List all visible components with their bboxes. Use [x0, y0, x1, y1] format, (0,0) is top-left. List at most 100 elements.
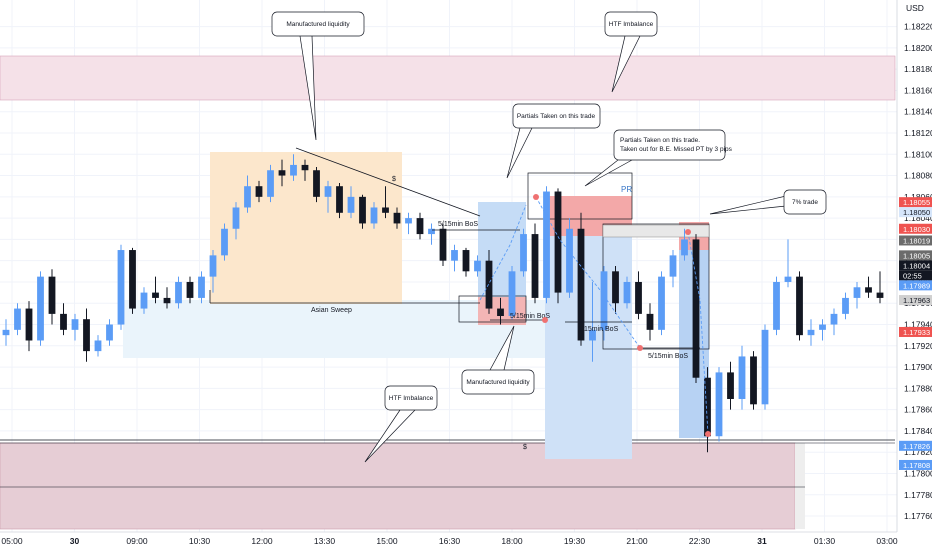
candle-body[interactable] [163, 297, 171, 304]
candle-body[interactable] [669, 255, 677, 277]
candle-body[interactable] [508, 271, 516, 317]
candle-body[interactable] [451, 250, 458, 261]
candle-body[interactable] [462, 250, 470, 272]
htf-imbalance-zone-top[interactable] [0, 55, 896, 101]
candle-body[interactable] [71, 319, 79, 330]
marker-dot-1[interactable] [533, 194, 539, 200]
candle-body[interactable] [244, 186, 251, 208]
candle-body[interactable] [117, 250, 125, 325]
candle-body[interactable] [842, 297, 849, 314]
candle-body[interactable] [313, 170, 320, 197]
candle-body[interactable] [370, 207, 378, 224]
htf-imbalance-zone-bottom[interactable] [0, 442, 796, 530]
candle-body[interactable] [290, 164, 297, 176]
candle-body[interactable] [140, 292, 148, 309]
candle-body[interactable] [278, 170, 286, 176]
candle-body[interactable] [14, 308, 21, 330]
gray-box[interactable] [602, 224, 710, 238]
candle-body[interactable] [796, 276, 803, 336]
box-outline-2[interactable] [527, 172, 633, 220]
candle-body[interactable] [554, 191, 562, 293]
candle-body[interactable] [129, 250, 136, 309]
candle-body[interactable] [681, 239, 688, 256]
candle-body[interactable] [761, 329, 769, 405]
candle-body[interactable] [773, 281, 780, 330]
callout-partials-2[interactable]: Partials Taken on this trade. Taken out … [584, 129, 733, 187]
candle-body[interactable] [612, 271, 619, 304]
candle-body[interactable] [474, 260, 481, 272]
candle-body[interactable] [646, 313, 654, 330]
candle-body[interactable] [807, 329, 815, 336]
manufactured-liquidity-trendline[interactable] [295, 147, 481, 217]
candle-body[interactable] [25, 308, 33, 341]
candle-body[interactable] [543, 191, 550, 298]
candle-body[interactable] [106, 324, 113, 341]
candle-body[interactable] [497, 308, 504, 317]
candle-body[interactable] [267, 170, 274, 197]
asian-session-zone[interactable] [210, 152, 402, 304]
candle-body[interactable] [819, 324, 826, 330]
light-blue-zone[interactable] [123, 300, 545, 358]
candle-body[interactable] [209, 255, 217, 277]
candle-body[interactable] [255, 186, 263, 197]
candle-body[interactable] [531, 234, 539, 298]
callout-manufactured-liquidity-bottom[interactable]: Manufactured liquidity [461, 325, 535, 395]
candle-body[interactable] [830, 313, 838, 325]
marker-dot-3[interactable] [637, 345, 643, 351]
candle-body[interactable] [750, 356, 757, 405]
candle-body[interactable] [416, 218, 424, 235]
candle-body[interactable] [83, 319, 90, 352]
candle-body[interactable] [566, 228, 573, 293]
candle-body[interactable] [738, 356, 746, 399]
candle-body[interactable] [48, 276, 56, 314]
time-axis-ticks[interactable]: 05:00 30 09:00 10:30 12:00 13:30 15:00 16:30 18:… [1, 536, 898, 546]
candle-body[interactable] [152, 292, 159, 298]
candle-body[interactable] [221, 228, 228, 256]
candle-body[interactable] [635, 281, 642, 314]
candle-body[interactable] [382, 207, 389, 213]
candle-body[interactable] [405, 218, 412, 224]
candle-body[interactable] [439, 228, 447, 261]
candle-body[interactable] [623, 281, 631, 304]
candle-body[interactable] [577, 228, 585, 341]
candle-body[interactable] [359, 196, 366, 224]
candle-body[interactable] [428, 228, 435, 235]
marker-dot-2[interactable] [542, 317, 548, 323]
candle-body[interactable] [704, 377, 711, 437]
candle-body[interactable] [2, 329, 10, 336]
marker-dot-5[interactable] [705, 431, 711, 437]
candle-body[interactable] [94, 340, 102, 352]
candle-body[interactable] [347, 196, 355, 213]
candle-body[interactable] [589, 329, 596, 341]
candle-body[interactable] [336, 186, 343, 213]
candle-body[interactable] [600, 271, 608, 330]
callout-manufactured-liquidity-top[interactable]: Manufactured liquidity [271, 11, 365, 141]
candle-body[interactable] [715, 372, 723, 437]
candle-body[interactable] [198, 276, 205, 298]
candle-body[interactable] [186, 281, 194, 298]
candle-body[interactable] [876, 292, 884, 298]
marker-dot-4[interactable] [685, 229, 691, 235]
candle-body[interactable] [865, 287, 872, 293]
candle-body[interactable] [692, 239, 700, 378]
candle-body[interactable] [485, 260, 493, 309]
candle-body[interactable] [232, 207, 240, 229]
candle-body[interactable] [853, 287, 861, 298]
candle-body[interactable] [658, 276, 665, 330]
candle-body[interactable] [60, 313, 67, 330]
candle-body[interactable] [301, 164, 309, 171]
callout-partials-1[interactable]: Partials Taken on this trade [506, 103, 601, 179]
candle-body[interactable] [324, 186, 332, 197]
candle-body[interactable] [393, 212, 401, 224]
candle-body[interactable] [784, 276, 792, 282]
candle-body[interactable] [520, 234, 527, 272]
callout-seven-pct[interactable]: 7% trade [709, 189, 827, 215]
trade1-profit-zone[interactable] [478, 202, 526, 297]
candle-body[interactable] [37, 276, 44, 341]
callout-htf-imbalance-top[interactable]: HTF Imbalance [604, 11, 658, 93]
box-outline-1[interactable] [458, 295, 527, 323]
candle-body[interactable] [175, 281, 182, 304]
candle-body[interactable] [727, 372, 734, 399]
callout-htf-imbalance-bottom[interactable]: HTF Imbalance [364, 385, 438, 463]
